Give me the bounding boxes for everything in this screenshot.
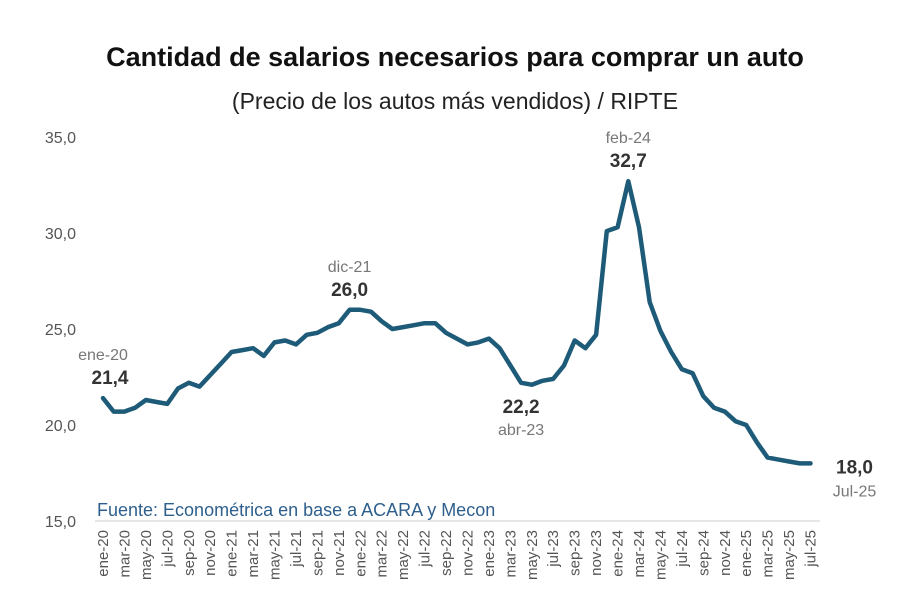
x-tick-label: jul-20: [159, 530, 176, 568]
annotation-date: feb-24: [606, 130, 651, 147]
y-tick-label: 30,0: [45, 226, 76, 243]
x-tick-label: ene-22: [352, 530, 369, 577]
x-tick-label: may-21: [267, 530, 284, 580]
chart-subtitle: (Precio de los autos más vendidos) / RIP…: [231, 88, 679, 114]
x-tick-label: jul-24: [674, 530, 691, 568]
x-tick-label: sep-22: [438, 530, 455, 576]
x-tick-label: may-25: [781, 530, 798, 580]
x-tick-label: mar-22: [374, 530, 391, 578]
y-tick-label: 35,0: [45, 130, 76, 147]
series-line: [100, 178, 813, 466]
x-tick-label: nov-23: [588, 530, 605, 576]
x-tick-label: nov-22: [459, 530, 476, 576]
x-tick-label: ene-24: [610, 530, 627, 577]
y-tick-label: 25,0: [45, 322, 76, 339]
x-tick-label: may-23: [524, 530, 541, 580]
x-tick-label: may-20: [138, 530, 155, 580]
x-tick-label: ene-23: [481, 530, 498, 577]
x-tick-label: ene-25: [738, 530, 755, 577]
x-tick-label: ene-21: [224, 530, 241, 577]
x-tick-label: sep-20: [181, 530, 198, 576]
x-tick-label: nov-20: [202, 530, 219, 576]
x-tick-label: jul-22: [417, 530, 434, 568]
annotation-date: ene-20: [78, 347, 128, 364]
x-tick-label: mar-21: [245, 530, 262, 578]
x-tick-label: sep-24: [695, 530, 712, 576]
x-tick-label: mar-23: [502, 530, 519, 578]
x-tick-label: jul-21: [288, 530, 305, 568]
x-tick-label: mar-20: [116, 530, 133, 578]
source-note: Fuente: Econométrica en base a ACARA y M…: [97, 500, 495, 520]
x-tick-label: may-24: [652, 530, 669, 580]
x-tick-label: jul-23: [545, 530, 562, 568]
x-tick-label: nov-21: [331, 530, 348, 576]
annotation-value: 32,7: [610, 151, 647, 172]
x-tick-label: ene-20: [95, 530, 112, 577]
x-tick-label: may-22: [395, 530, 412, 580]
chart-title: Cantidad de salarios necesarios para com…: [106, 42, 804, 72]
x-tick-label: jul-25: [803, 530, 820, 568]
annotation-value: 26,0: [331, 280, 368, 301]
x-tick-label: nov-24: [717, 530, 734, 576]
y-tick-label: 15,0: [45, 514, 76, 531]
x-tick-label: mar-25: [760, 530, 777, 578]
annotation-value: 21,4: [92, 368, 129, 389]
y-tick-label: 20,0: [45, 418, 76, 435]
annotation-value: 22,2: [503, 397, 540, 418]
x-tick-label: sep-21: [309, 530, 326, 576]
annotation-date: Jul-25: [833, 483, 877, 500]
annotation-value: 18,0: [836, 457, 873, 478]
annotation-date: abr-23: [498, 422, 544, 439]
x-tick-label: mar-24: [631, 530, 648, 578]
annotation-date: dic-21: [328, 259, 372, 276]
x-tick-label: sep-23: [567, 530, 584, 576]
